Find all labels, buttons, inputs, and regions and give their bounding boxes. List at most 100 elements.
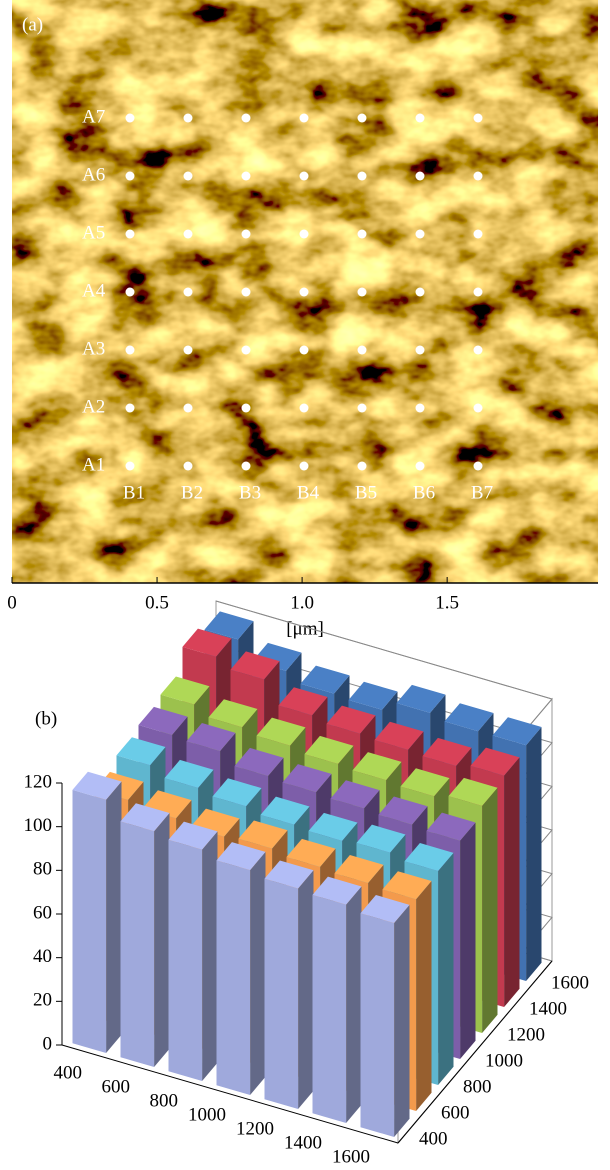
bar-top [404,843,454,872]
bar-front [168,839,203,1081]
grid-point [473,403,483,413]
grid-point [357,345,367,355]
panel-label: (b) [35,708,57,729]
row-label: A3 [82,338,105,359]
x-tick-label: 1.0 [290,592,314,613]
bar-top [160,676,210,705]
z-tick-label: 120 [24,771,53,792]
bar-side [460,822,476,1059]
y-tick-label: 1400 [529,998,567,1019]
grid-point [473,229,483,239]
y-tick-label: 800 [463,1076,492,1097]
bar-top [352,752,402,781]
x-tick-label: 0 [7,592,17,613]
bar-top [120,803,170,832]
bar-top [348,681,398,710]
grid-point [183,345,193,355]
bar-front [360,913,395,1137]
grid-point [125,461,135,471]
bar-side [346,886,362,1123]
x-tick-label: 1600 [332,1146,370,1167]
row-label: A5 [82,222,105,243]
grid-point [299,461,309,471]
bar-side [416,881,432,1111]
bar-side [438,852,454,1085]
bar-front [72,789,107,1053]
bar-top [426,812,476,841]
x-tick-label: 1200 [236,1118,274,1139]
bar-top [208,699,258,728]
grid-point [183,113,193,123]
z-tick-label: 20 [33,990,52,1011]
grid-point [241,229,251,239]
grid-point [241,461,251,471]
bar-top [182,628,232,657]
bar-top [204,611,254,640]
x-tick-label: 1400 [284,1132,322,1153]
grid-point [357,287,367,297]
grid-point [125,287,135,297]
col-label: B4 [297,482,320,503]
grid-point [473,461,483,471]
bar-top [444,703,494,732]
x-tick-label: 1.5 [435,592,459,613]
row-label: A7 [82,106,105,127]
y-axis [397,960,553,1144]
bar-top [72,771,122,800]
bar-top [212,778,262,807]
bar-top [400,768,450,797]
bar-top [304,735,354,764]
grid-point [299,403,309,413]
grid-point [415,403,425,413]
grid-point [357,113,367,123]
bar-top [260,796,310,825]
grid-point [299,287,309,297]
bar-side [154,813,170,1067]
grid-point [125,345,135,355]
bar-side [298,870,314,1109]
bar-top [238,820,288,849]
y-tick-label: 1200 [507,1024,545,1045]
bar-side [394,904,410,1137]
bar-top [396,684,446,713]
bar-top [264,860,314,889]
grid-point [473,287,483,297]
grid-point [241,403,251,413]
bar-top [282,764,332,793]
grid-point [125,229,135,239]
grid-point [473,113,483,123]
bar-top [330,780,380,809]
y-tick-label: 400 [419,1128,448,1149]
col-label: B5 [355,482,377,503]
grid-point [357,403,367,413]
y-tick-label: 600 [441,1102,470,1123]
grid-point [415,345,425,355]
x-axis-label: [μm] [286,618,324,639]
bar-top [312,876,362,905]
x-tick-label: 800 [150,1090,179,1111]
bar-top [138,706,188,735]
grid-point [241,113,251,123]
row-label: A4 [82,280,106,301]
grid-point [241,171,251,181]
grid-point [415,171,425,181]
x-tick-label: 400 [54,1062,83,1083]
grid-point [415,287,425,297]
bar-top [230,651,280,680]
x-tick-label: 1000 [188,1104,226,1125]
bar-side [526,727,542,981]
bar-top [216,842,266,871]
bar-top [470,747,520,776]
bar-side [202,831,218,1081]
bar-front [216,860,251,1095]
col-label: B1 [123,482,145,503]
grid-point [415,229,425,239]
bar-top [278,687,328,716]
z-tick-label: 60 [33,902,52,923]
grid-point [415,113,425,123]
grid-point [241,287,251,297]
grid-point [357,229,367,239]
grid-point [299,113,309,123]
bar-top [186,723,236,752]
